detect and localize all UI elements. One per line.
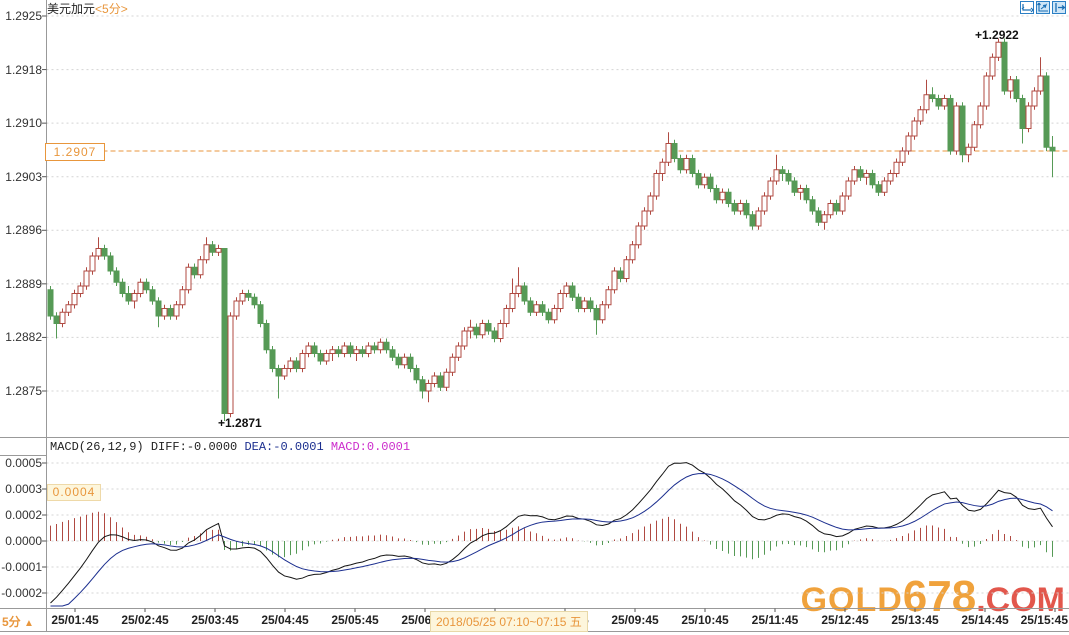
macd-axis-label: 0.0002	[5, 508, 42, 522]
current-price-box: 1.2907	[45, 143, 105, 161]
price-axis-label: 1.2882	[5, 330, 42, 345]
up-triangle-icon: ▲	[24, 618, 34, 629]
macd-axis-label: 0.0005	[5, 456, 42, 470]
price-axis-label: 1.2918	[5, 62, 42, 77]
price-axis-label: 1.2910	[5, 116, 42, 131]
chart-toolbar	[1020, 1, 1066, 14]
macd-axis-label: -0.0001	[1, 560, 42, 574]
time-axis-label: 25/04:45	[261, 613, 309, 627]
time-axis-label: 25/02:45	[121, 613, 169, 627]
price-axis-label: 1.2903	[5, 169, 42, 184]
time-axis-label: 25/15:45	[1020, 613, 1068, 627]
macd-axis-label: -0.0002	[1, 586, 42, 600]
x-axis-zoom-icon[interactable]	[1020, 1, 1034, 14]
macd-formula: MACD(26,12,9) DIFF:-0.0000	[50, 440, 238, 454]
chart-zoom-icon[interactable]	[1036, 1, 1050, 14]
macd-dea-value: DEA:-0.0001	[244, 440, 324, 454]
price-axis-label: 1.2875	[5, 383, 42, 398]
time-axis-label: 25/11:45	[751, 613, 799, 627]
watermark-gold: GOLD	[800, 581, 903, 619]
macd-diff-value: DIFF:-0.0000	[150, 440, 238, 454]
time-range-tooltip: 2018/05/25 07:10~07:15 五	[430, 611, 588, 632]
session-low-annotation: +1.2871	[218, 416, 262, 430]
macd-axis-label: 0.0003	[5, 482, 42, 496]
watermark: GOLD678.COM	[801, 572, 1065, 622]
macd-current-value-box: 0.0004	[47, 484, 101, 501]
timeframe-tag: <5分>	[95, 2, 128, 16]
time-axis-label: 25/14:45	[961, 613, 1009, 627]
time-axis-label: 25/01:45	[51, 613, 99, 627]
time-axis-label: 25/10:45	[681, 613, 729, 627]
pan-right-icon[interactable]	[1052, 1, 1066, 14]
macd-macd-value: MACD:0.0001	[330, 440, 411, 454]
time-axis-label: 25/03:45	[191, 613, 239, 627]
watermark-678: 678	[902, 572, 977, 621]
time-axis-label: 25/09:45	[611, 613, 659, 627]
price-axis-label: 1.2889	[5, 276, 42, 291]
macd-axis-label: 0.0000	[5, 534, 42, 548]
time-axis-label: 25/12:45	[821, 613, 869, 627]
price-axis-label: 1.2925	[5, 9, 42, 23]
instrument-name: 美元加元	[47, 2, 96, 16]
macd-header: MACD(26,12,9) DIFF:-0.0000 DEA:-0.0001 M…	[50, 440, 410, 454]
timeframe-selector[interactable]: 5分 ▲	[2, 615, 34, 629]
session-high-annotation: +1.2922	[975, 28, 1019, 42]
price-axis-label: 1.2896	[5, 223, 42, 238]
time-axis-label: 25/05:45	[331, 613, 379, 627]
time-axis-label: 25/13:45	[891, 613, 939, 627]
watermark-com: .COM	[976, 581, 1065, 619]
chart-title: 美元加元<5分>	[47, 0, 128, 17]
